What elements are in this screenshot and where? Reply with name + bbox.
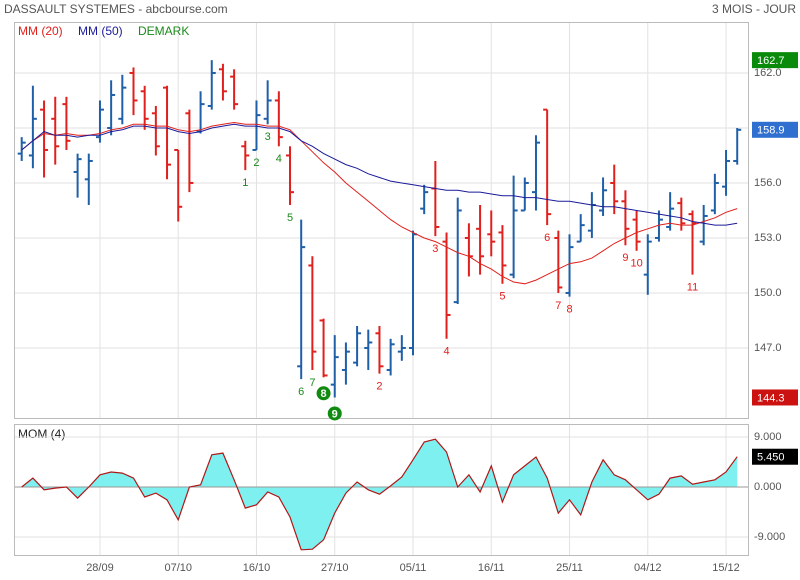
demark-count: 9 [622, 252, 628, 264]
demark-count: 4 [276, 153, 282, 165]
demark-count: 9 [332, 408, 338, 420]
price-panel [14, 22, 749, 419]
mom-panel [14, 424, 749, 556]
price-tag [752, 389, 798, 406]
demark-count: 3 [432, 243, 438, 255]
y-tick-label: -9.000 [754, 531, 785, 543]
legend-entry: DEMARK [138, 24, 189, 38]
price-tag [752, 448, 798, 465]
price-tag-label: 162.7 [757, 55, 785, 67]
chart-title: DASSAULT SYSTEMES - abcbourse.com [4, 2, 228, 16]
chart-subtitle: 3 MOIS - JOUR [712, 2, 796, 16]
legend-entry: MM (50) [78, 24, 123, 38]
x-tick-label: 07/10 [164, 562, 192, 574]
moving-average [21, 123, 738, 226]
y-tick-label: 9.000 [754, 431, 782, 443]
x-tick-label: 04/12 [634, 562, 662, 574]
price-tag-label: 158.9 [757, 125, 785, 137]
demark-count: 2 [376, 381, 382, 393]
y-tick-label: 156.0 [754, 177, 782, 189]
y-tick-label: 153.0 [754, 232, 782, 244]
x-tick-label: 05/11 [400, 562, 427, 574]
demark-count: 7 [309, 377, 315, 389]
y-tick-label: 0.000 [754, 481, 782, 493]
demark-count: 7 [555, 300, 561, 312]
moving-average [21, 121, 738, 285]
demark-count: 5 [287, 212, 293, 224]
demark-count: 6 [298, 386, 304, 398]
price-tag-label: 5.450 [757, 452, 785, 464]
x-tick-label: 15/12 [712, 562, 740, 574]
demark-count: 8 [320, 388, 326, 400]
mom-line [21, 438, 738, 551]
y-tick-label: 162.0 [754, 67, 782, 79]
demark-count: 2 [253, 157, 259, 169]
mom-title: MOM (4) [18, 427, 65, 441]
demark-circle [327, 406, 342, 421]
demark-count: 3 [265, 131, 271, 143]
y-tick-label: 150.0 [754, 287, 782, 299]
price-tag [752, 121, 798, 138]
x-tick-label: 16/10 [243, 562, 271, 574]
price-tag [752, 52, 798, 69]
demark-count: 11 [687, 282, 698, 294]
mom-area [21, 439, 738, 550]
x-tick-label: 25/11 [556, 562, 583, 574]
x-tick-label: 16/11 [478, 562, 505, 574]
demark-circle [316, 386, 331, 401]
y-tick-label: 147.0 [754, 342, 782, 354]
x-tick-label: 28/09 [86, 562, 114, 574]
price-tag-label: 144.3 [757, 392, 785, 404]
demark-count: 4 [443, 346, 449, 358]
x-tick-label: 27/10 [321, 562, 349, 574]
demark-count: 1 [242, 177, 248, 189]
legend-entry: MM (20) [18, 24, 63, 38]
demark-count: 6 [544, 232, 550, 244]
demark-count: 10 [630, 258, 642, 270]
demark-count: 5 [499, 291, 505, 303]
demark-count: 8 [566, 304, 572, 316]
